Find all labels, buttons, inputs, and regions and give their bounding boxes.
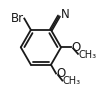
Text: CH₃: CH₃ (78, 50, 97, 60)
Text: Br: Br (10, 12, 24, 25)
Text: O: O (72, 41, 81, 54)
Text: N: N (61, 8, 70, 21)
Text: O: O (56, 67, 66, 80)
Text: CH₃: CH₃ (63, 76, 81, 86)
